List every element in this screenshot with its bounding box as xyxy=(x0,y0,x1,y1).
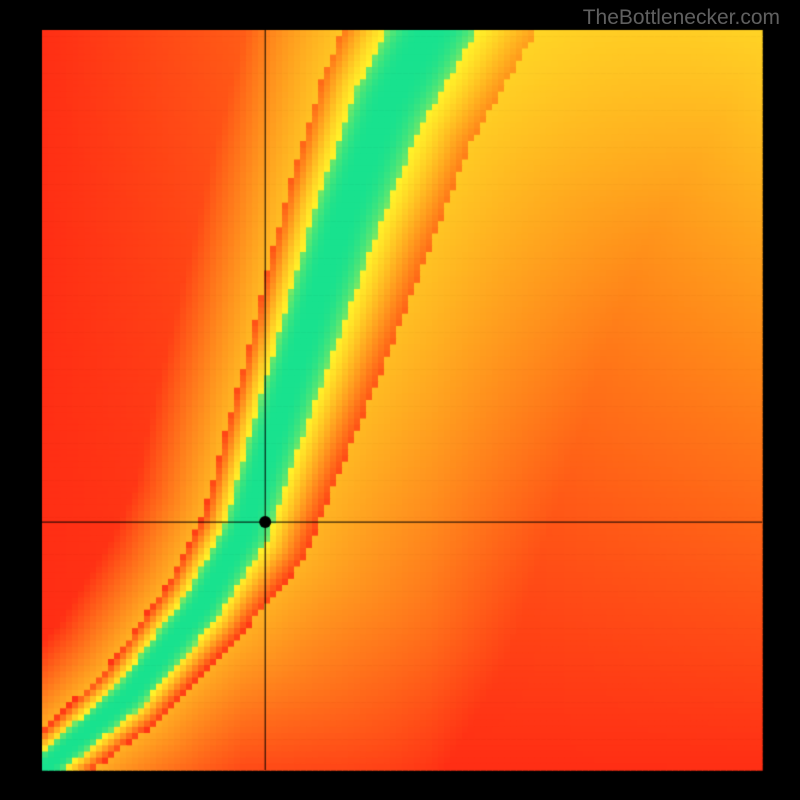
chart-container: TheBottlenecker.com xyxy=(0,0,800,800)
watermark-text: TheBottlenecker.com xyxy=(583,6,780,30)
heatmap-canvas xyxy=(0,0,800,800)
